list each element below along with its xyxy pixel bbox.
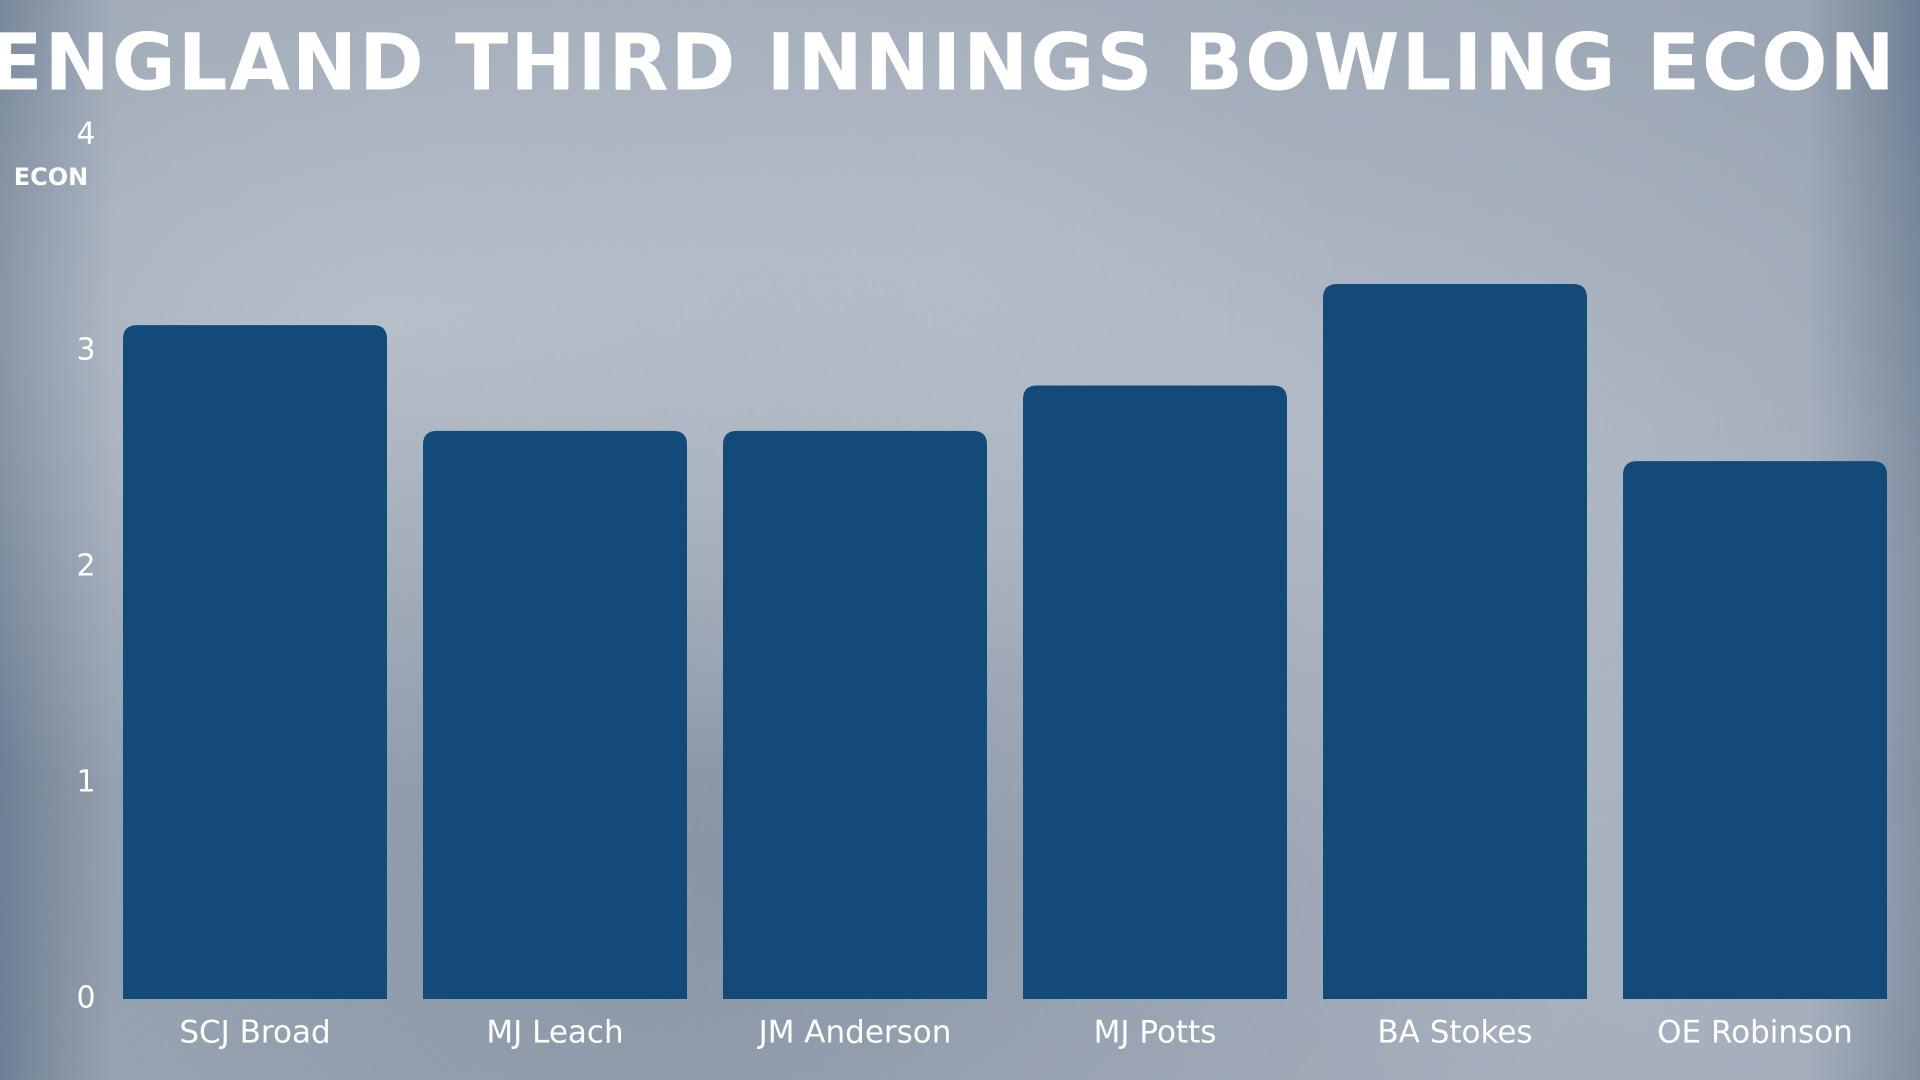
x-tick-label: SCJ Broad [179, 1015, 330, 1051]
bar [1023, 385, 1287, 999]
y-tick-label: 2 [76, 549, 95, 584]
bar [123, 325, 387, 1000]
y-axis-label: ECON [14, 163, 89, 191]
bar [423, 430, 687, 999]
x-tick-label: MJ Leach [486, 1015, 623, 1051]
x-tick-label: OE Robinson [1657, 1015, 1853, 1051]
y-tick-label: 3 [76, 333, 95, 368]
x-tick-label: MJ Potts [1094, 1015, 1217, 1051]
x-tick-label: BA Stokes [1377, 1015, 1532, 1051]
bar [723, 430, 987, 999]
y-tick-label: 0 [76, 981, 95, 1016]
y-tick-label: 1 [76, 765, 95, 800]
bar [1623, 461, 1887, 999]
y-tick-label: 4 [76, 117, 95, 152]
bar [1323, 284, 1587, 999]
x-tick-label: JM Anderson [757, 1015, 952, 1051]
chart-title: ENGLAND THIRD INNINGS BOWLING ECON [0, 18, 1897, 108]
